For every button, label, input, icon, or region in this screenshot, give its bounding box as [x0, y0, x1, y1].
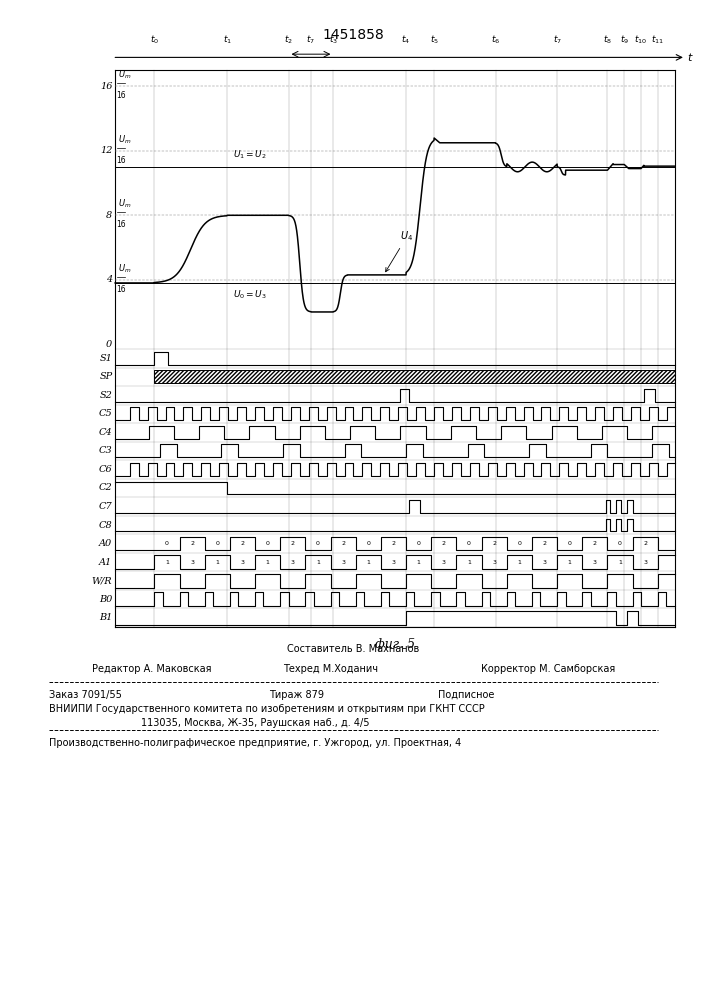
Text: 0: 0 [106, 340, 112, 349]
Text: $t_{11}$: $t_{11}$ [651, 34, 665, 46]
Text: 16: 16 [116, 220, 126, 229]
Text: $t_7$: $t_7$ [553, 34, 561, 46]
Text: 0: 0 [467, 541, 471, 546]
Text: Производственно-полиграфическое предприятие, г. Ужгород, ул. Проектная, 4: Производственно-полиграфическое предприя… [49, 738, 462, 748]
Text: C7: C7 [99, 502, 112, 511]
Text: 1: 1 [216, 560, 219, 565]
Bar [154, 370, 674, 383]
Text: 3: 3 [341, 560, 345, 565]
Text: 16: 16 [116, 156, 126, 165]
Text: 2: 2 [392, 541, 395, 546]
Text: 3: 3 [291, 560, 295, 565]
Text: C3: C3 [99, 446, 112, 455]
Text: $t_2$: $t_2$ [284, 34, 293, 46]
Text: 1: 1 [518, 560, 521, 565]
Text: 2: 2 [542, 541, 547, 546]
Text: 0: 0 [216, 541, 219, 546]
Text: $U_0=U_3$: $U_0=U_3$ [233, 289, 267, 301]
Text: 2: 2 [492, 541, 496, 546]
Text: 0: 0 [416, 541, 421, 546]
Text: $t_{10}$: $t_{10}$ [634, 34, 648, 46]
Text: Подписное: Подписное [438, 690, 495, 700]
Text: C5: C5 [99, 409, 112, 418]
Text: 3: 3 [643, 560, 647, 565]
Text: S1: S1 [100, 354, 112, 363]
Text: $t$: $t$ [687, 51, 694, 63]
Text: 0: 0 [568, 541, 572, 546]
Text: 3: 3 [392, 560, 395, 565]
Text: $t_3$: $t_3$ [329, 34, 338, 46]
Text: Тираж 879: Тираж 879 [269, 690, 324, 700]
Text: C8: C8 [99, 521, 112, 530]
Text: 0: 0 [366, 541, 370, 546]
Text: 1: 1 [568, 560, 572, 565]
Text: A1: A1 [99, 558, 112, 567]
Text: 3: 3 [442, 560, 446, 565]
Text: 2: 2 [240, 541, 245, 546]
Text: 3: 3 [190, 560, 194, 565]
Text: C6: C6 [99, 465, 112, 474]
Text: Корректор М. Самборская: Корректор М. Самборская [481, 664, 615, 674]
Text: 16: 16 [116, 285, 126, 294]
Text: 0: 0 [165, 541, 169, 546]
Text: 0: 0 [518, 541, 521, 546]
Text: $U_m$: $U_m$ [118, 133, 132, 146]
Text: $U_m$: $U_m$ [118, 69, 132, 81]
Text: Заказ 7091/55: Заказ 7091/55 [49, 690, 122, 700]
Text: 2: 2 [190, 541, 194, 546]
Text: 1: 1 [165, 560, 169, 565]
Text: $U_1=U_2$: $U_1=U_2$ [233, 149, 267, 161]
Text: B1: B1 [99, 613, 112, 622]
Text: A0: A0 [99, 539, 112, 548]
Text: $t_5$: $t_5$ [430, 34, 438, 46]
Text: 1: 1 [366, 560, 370, 565]
Text: Составитель В. Махнанов: Составитель В. Махнанов [287, 644, 420, 654]
Text: 0: 0 [316, 541, 320, 546]
Text: W/R: W/R [92, 576, 112, 585]
Text: 4: 4 [106, 275, 112, 284]
Text: 0: 0 [266, 541, 269, 546]
Text: 16: 16 [116, 91, 126, 100]
Text: S2: S2 [100, 391, 112, 400]
Text: 1: 1 [416, 560, 421, 565]
Text: $U_4$: $U_4$ [385, 229, 414, 272]
Text: 16: 16 [100, 82, 112, 91]
Text: Техред М.Ходанич: Техред М.Ходанич [283, 664, 378, 674]
Text: фиг. 5: фиг. 5 [375, 638, 415, 651]
Text: $t_1$: $t_1$ [223, 34, 232, 46]
Text: 2: 2 [291, 541, 295, 546]
Text: 1451858: 1451858 [322, 28, 385, 42]
Text: 2: 2 [341, 541, 345, 546]
Text: 2: 2 [442, 541, 446, 546]
Text: 1: 1 [618, 560, 622, 565]
Text: Редактор А. Маковская: Редактор А. Маковская [92, 664, 211, 674]
Text: $U_m$: $U_m$ [118, 262, 132, 275]
Text: $t_8$: $t_8$ [603, 34, 612, 46]
Text: ВНИИПИ Государственного комитета по изобретениям и открытиям при ГКНТ СССР: ВНИИПИ Государственного комитета по изоб… [49, 704, 485, 714]
Text: 8: 8 [106, 211, 112, 220]
Text: B0: B0 [99, 595, 112, 604]
Text: 1: 1 [467, 560, 471, 565]
Text: 3: 3 [593, 560, 597, 565]
Text: 2: 2 [593, 541, 597, 546]
Text: $U_m$: $U_m$ [118, 198, 132, 210]
Text: 12: 12 [100, 146, 112, 155]
Text: 1: 1 [316, 560, 320, 565]
Text: $t_6$: $t_6$ [491, 34, 501, 46]
Text: 3: 3 [240, 560, 245, 565]
Text: 3: 3 [542, 560, 547, 565]
Text: 0: 0 [618, 541, 622, 546]
Text: 2: 2 [643, 541, 647, 546]
Text: 113035, Москва, Ж-35, Раушская наб., д. 4/5: 113035, Москва, Ж-35, Раушская наб., д. … [141, 718, 370, 728]
Text: $t_4$: $t_4$ [402, 34, 411, 46]
Text: C4: C4 [99, 428, 112, 437]
Text: 1: 1 [266, 560, 269, 565]
Text: 3: 3 [492, 560, 496, 565]
Text: C2: C2 [99, 483, 112, 492]
Text: $t_0$: $t_0$ [150, 34, 159, 46]
Text: $t_9$: $t_9$ [619, 34, 629, 46]
Text: $t_7$: $t_7$ [306, 34, 315, 46]
Text: SP: SP [99, 372, 112, 381]
